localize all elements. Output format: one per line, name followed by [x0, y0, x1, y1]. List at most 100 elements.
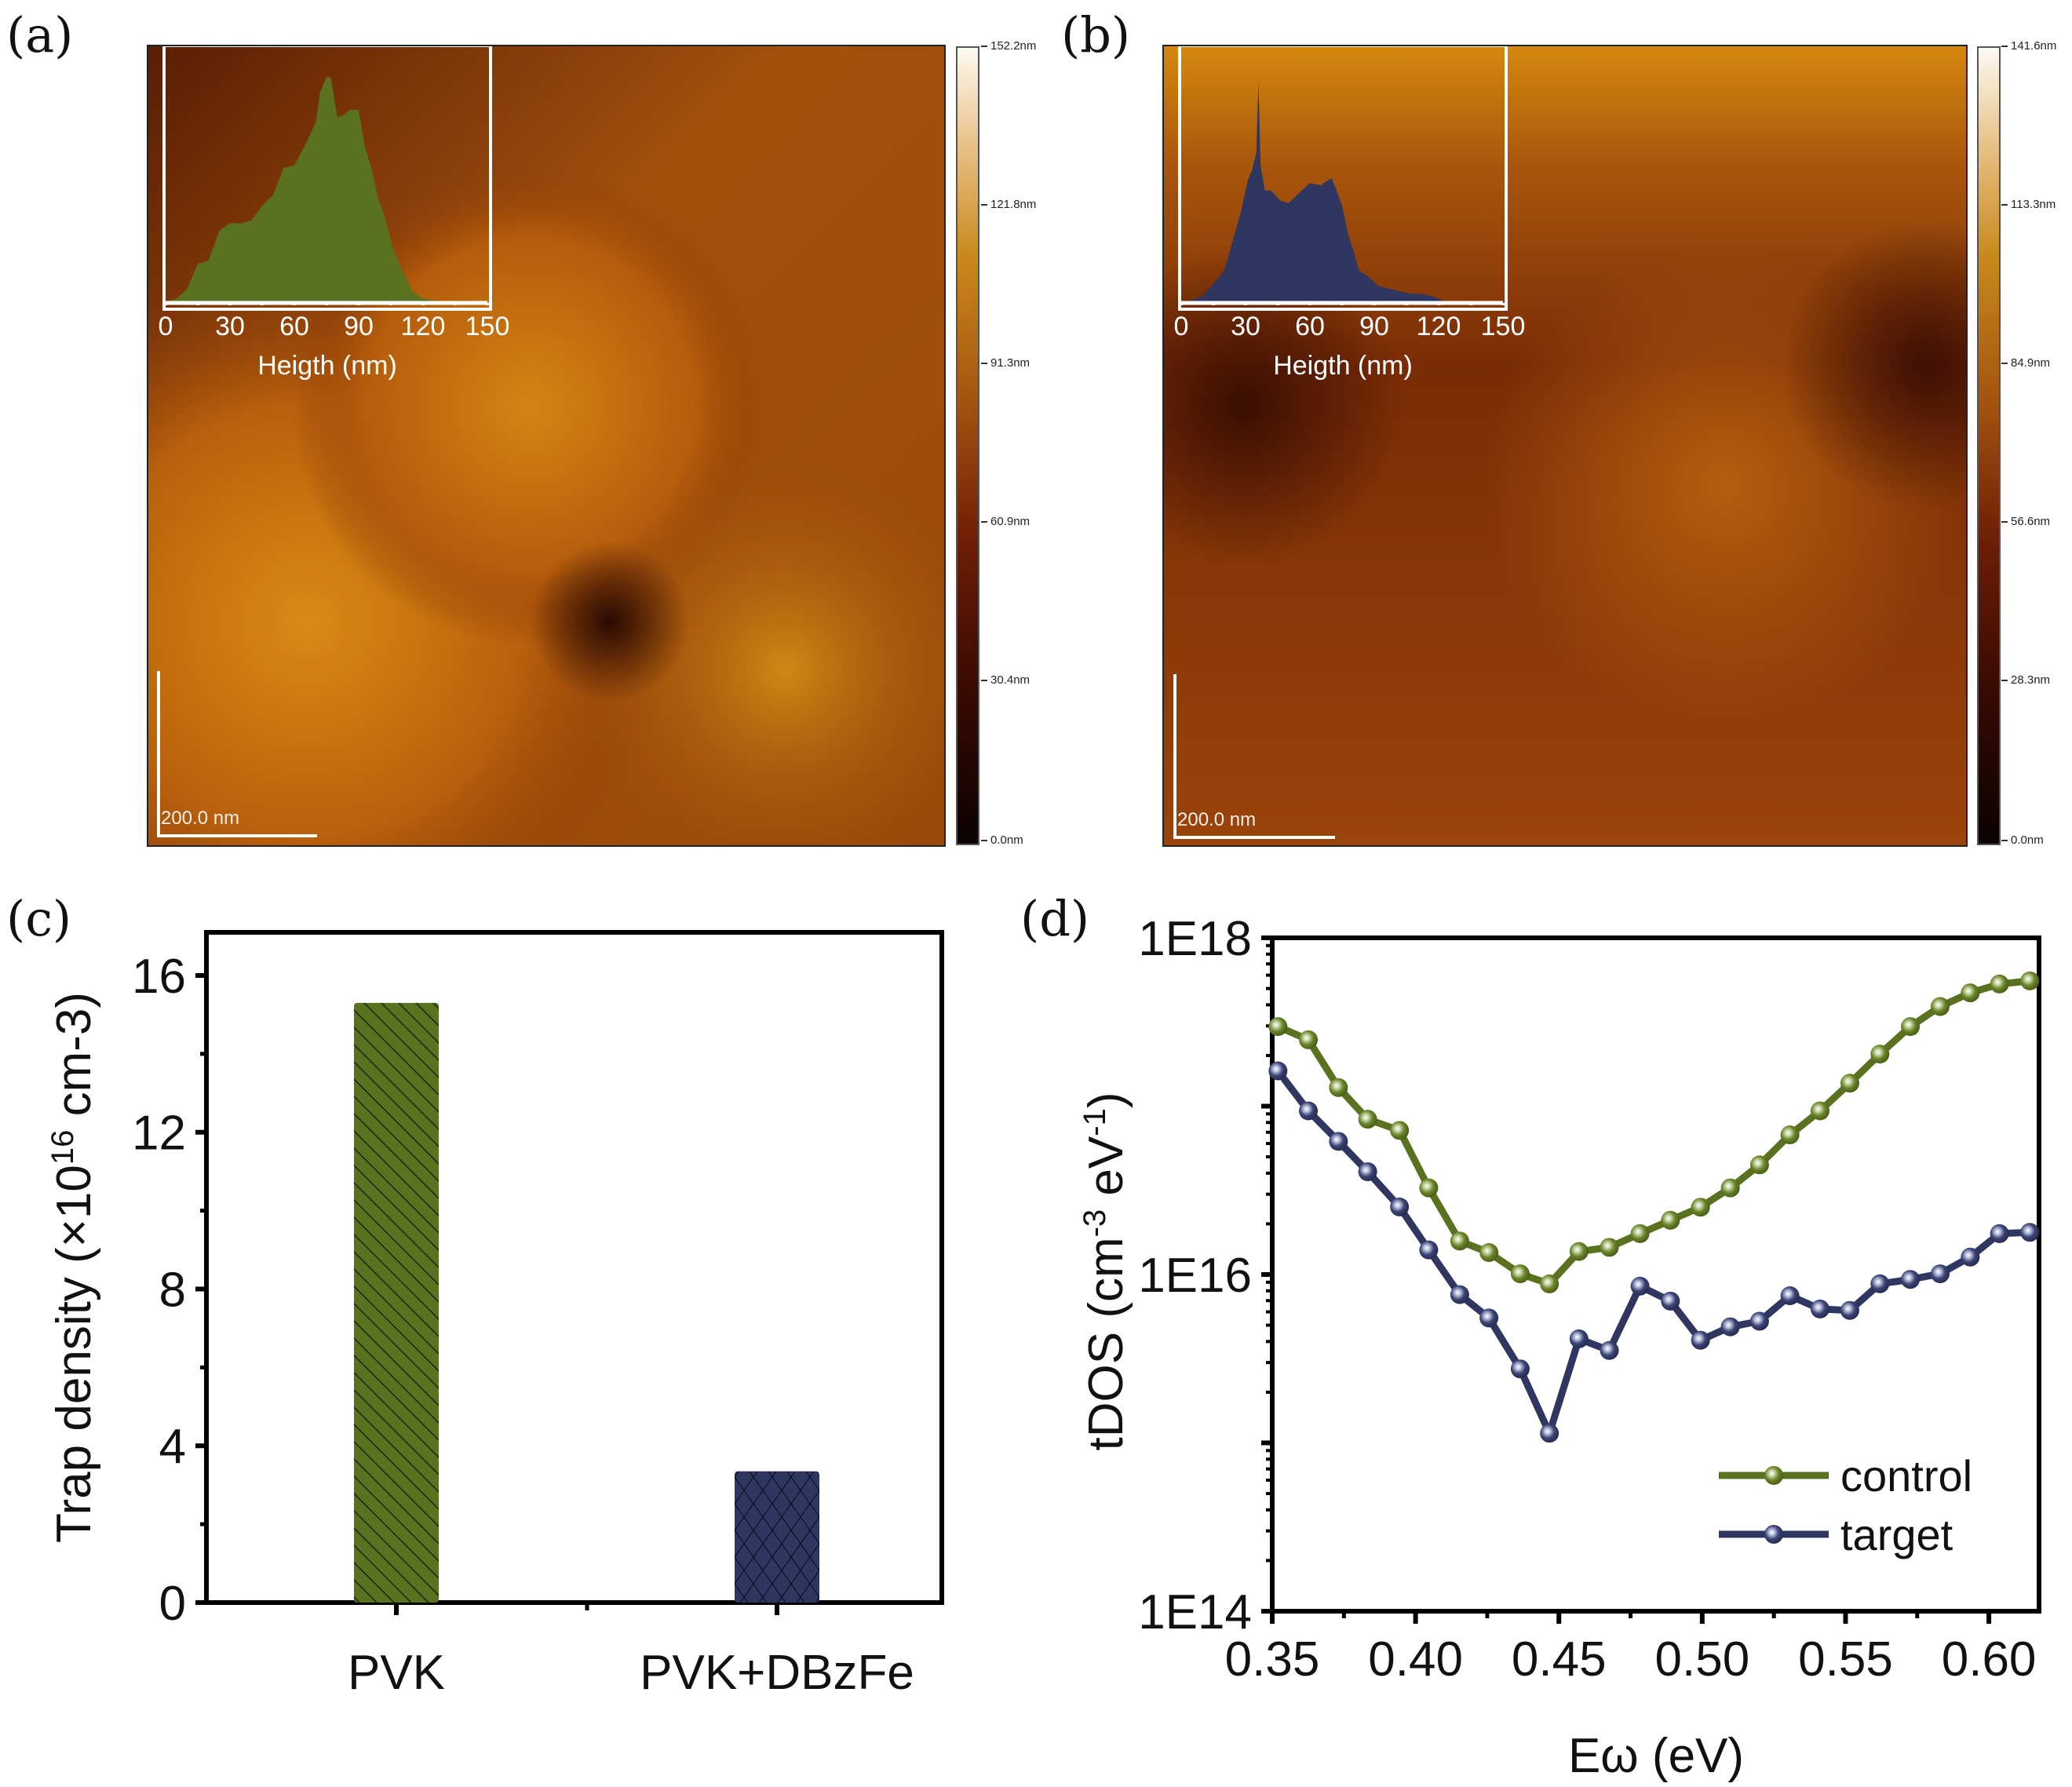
- legend: control target: [1719, 1451, 1972, 1559]
- panel-label-c: (c): [6, 890, 72, 947]
- legend-label-control: control: [1840, 1451, 1972, 1501]
- data-point-control: [1901, 1017, 1921, 1037]
- series-control: [1268, 971, 2040, 1293]
- data-point-control: [1930, 997, 1950, 1016]
- data-point-control: [1661, 1210, 1680, 1230]
- data-point-target: [1810, 1299, 1829, 1318]
- histogram-inset-frame-a: [162, 46, 492, 311]
- data-point-control: [1810, 1101, 1829, 1121]
- colorbar-tick: 30.4nm: [980, 673, 1031, 687]
- inset-xtick: 90: [1359, 312, 1389, 341]
- histogram-area: [166, 77, 487, 302]
- plot-frame-rect: [204, 930, 944, 1605]
- inset-xtick: 150: [1480, 312, 1526, 341]
- data-point-control: [1630, 1224, 1650, 1243]
- inset-xtick: 60: [1295, 312, 1325, 341]
- colorbar-a: [956, 46, 979, 845]
- colorbar-tick: 152.2nm: [980, 39, 1037, 53]
- panel-label-d: (d): [1020, 890, 1090, 947]
- data-point-control: [1479, 1243, 1499, 1263]
- data-point-target: [1780, 1286, 1800, 1306]
- data-point-control: [1691, 1198, 1710, 1217]
- data-point-control: [1600, 1238, 1619, 1257]
- bar-pvk: [354, 1002, 439, 1603]
- inset-xtick: 0: [1173, 312, 1189, 341]
- data-point-target: [1661, 1291, 1680, 1311]
- data-point-target: [1691, 1330, 1710, 1350]
- data-point-control: [1510, 1264, 1530, 1284]
- data-point-target: [1720, 1317, 1740, 1337]
- data-point-target: [1840, 1300, 1859, 1320]
- data-point-control: [1749, 1155, 1769, 1175]
- height-histogram-b: [1181, 82, 1505, 305]
- data-point-target: [1299, 1101, 1319, 1121]
- data-point-control: [1450, 1231, 1469, 1251]
- series-target: [1268, 1061, 2040, 1443]
- inset-xtick: 120: [1416, 312, 1461, 341]
- data-point-target: [1930, 1264, 1950, 1284]
- y-tick-label: 12: [132, 1107, 186, 1161]
- x-tick-label: 0.55: [1798, 1632, 1893, 1687]
- data-point-target: [1569, 1329, 1589, 1348]
- legend-marker-target: [1764, 1525, 1783, 1544]
- scale-bar-vertical-b: [1173, 674, 1176, 839]
- inset-xtick: 30: [215, 312, 245, 341]
- data-point-control: [2020, 971, 2040, 990]
- inset-xlabel-a: Heigth (nm): [257, 351, 397, 381]
- colorbar-tick: 0.0nm: [2001, 833, 2044, 847]
- x-axis-ticks: 0.35 0.40 0.45 0.50 0.55 0.60: [1225, 1611, 2037, 1687]
- x-tick-label: 0.60: [1942, 1632, 2037, 1687]
- y-tick-label: 8: [159, 1263, 186, 1317]
- colorbar-tick: 60.9nm: [980, 515, 1031, 528]
- data-point-control: [1870, 1045, 1890, 1064]
- data-point-target: [1990, 1224, 2009, 1243]
- y-tick-label: 1E18: [1138, 912, 1252, 966]
- y-tick-label: 16: [132, 950, 186, 1004]
- x-axis-label-d: Eω (eV): [1568, 1729, 1744, 1783]
- colorbar-tick: 56.6nm: [2001, 515, 2051, 528]
- inset-xtick: 120: [400, 312, 446, 341]
- data-point-target: [1961, 1247, 1980, 1267]
- inset-xtick: 150: [465, 312, 510, 341]
- data-point-control: [1990, 974, 2009, 994]
- inset-xlabel-b: Heigth (nm): [1273, 351, 1413, 381]
- y-tick-label: 4: [159, 1420, 186, 1474]
- series-group: [1268, 971, 2040, 1443]
- panel-label-a: (a): [6, 6, 74, 64]
- y-axis-ticks: 0 4 8 12 16: [132, 950, 206, 1631]
- x-axis-ticks: PVK PVK+DBzFe: [348, 1603, 914, 1700]
- x-tick-label: 0.50: [1655, 1632, 1750, 1687]
- colorbar-tick: 84.9nm: [2001, 356, 2051, 370]
- histogram-inset-frame-b: [1178, 46, 1508, 311]
- inset-xtick: 60: [279, 312, 309, 341]
- x-tick-label: 0.35: [1225, 1632, 1320, 1687]
- data-point-target: [1358, 1162, 1377, 1182]
- colorbar-tick: 0.0nm: [981, 833, 1023, 847]
- data-point-target: [1630, 1276, 1650, 1296]
- data-point-target: [1510, 1359, 1530, 1379]
- scale-bar-label-b: 200.0 nm: [1177, 809, 1257, 830]
- y-axis-label-c: Trap density (×1016 cm-3): [46, 992, 101, 1543]
- data-point-control: [1299, 1030, 1319, 1049]
- inset-xtick: 0: [158, 312, 173, 341]
- afm-image-b: 0 30 60 90 120 150 Heigth (nm) 200.0 nm: [1162, 45, 1968, 847]
- colorbar-tick: 91.3nm: [980, 356, 1031, 370]
- scale-bar-label-a: 200.0 nm: [161, 808, 240, 829]
- colorbar-tick: 141.6nm: [2001, 39, 2057, 53]
- colorbar-tick: 121.8nm: [980, 198, 1037, 211]
- afm-topography-b: [1164, 46, 1966, 845]
- y-axis-label-d: tDOS (cm-3 eV-1): [1078, 1092, 1133, 1451]
- inset-xtick: 90: [344, 312, 374, 341]
- colorbar-tick: 28.3nm: [2001, 673, 2051, 687]
- data-point-control: [1569, 1242, 1589, 1261]
- data-point-control: [1329, 1078, 1348, 1097]
- y-tick-label: 1E16: [1138, 1249, 1252, 1303]
- data-point-target: [1268, 1061, 1288, 1081]
- x-tick-label: 0.40: [1368, 1632, 1463, 1687]
- x-tick-label: PVK+DBzFe: [640, 1646, 914, 1700]
- data-point-control: [1268, 1017, 1288, 1037]
- height-histogram-a: [166, 77, 489, 305]
- data-point-target: [1479, 1308, 1499, 1328]
- data-point-control: [1840, 1074, 1859, 1093]
- scale-bar-horizontal-b: [1173, 836, 1335, 839]
